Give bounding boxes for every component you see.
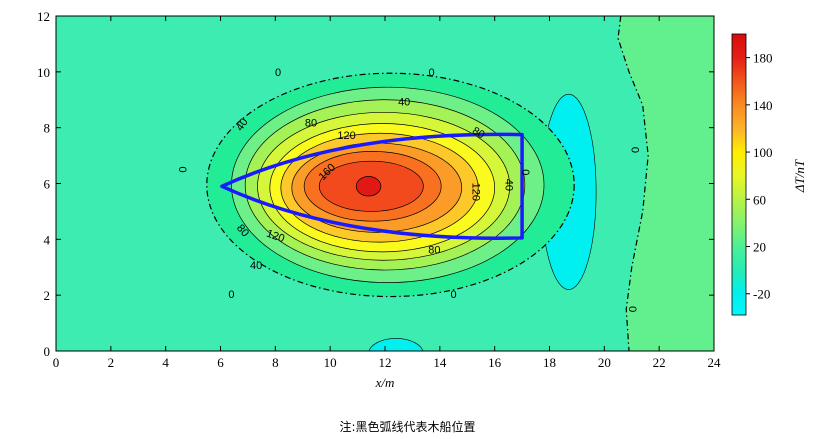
contour-label: 0 bbox=[275, 67, 281, 79]
contour-label: 0 bbox=[519, 169, 531, 175]
figure-note: 注:黑色弧线代表木船位置 bbox=[339, 420, 476, 434]
colorbar-gradient bbox=[731, 33, 747, 316]
contour-label: 120 bbox=[470, 183, 482, 201]
boat-outline bbox=[220, 132, 524, 240]
x-tick-label: 18 bbox=[543, 355, 556, 370]
colorbar-tick-label: 60 bbox=[753, 192, 766, 207]
contour-label: 0 bbox=[629, 147, 641, 153]
zero-contour-right bbox=[617, 16, 649, 351]
y-tick-label: 8 bbox=[44, 121, 51, 136]
contour-label: 40 bbox=[250, 260, 262, 272]
colorbar: -20 20 60 100 140 180 bbox=[731, 33, 773, 316]
colorbar-tick-label: -20 bbox=[753, 287, 770, 302]
y-tick-label: 2 bbox=[44, 288, 51, 303]
colorbar-tick-label: 100 bbox=[753, 145, 773, 160]
colorbar-label: ΔT/nT bbox=[792, 159, 807, 193]
contour-label: 80 bbox=[305, 117, 317, 129]
colorbar-tick-label: 20 bbox=[753, 240, 766, 255]
contour-label: 40 bbox=[398, 96, 410, 108]
x-tick-label: 22 bbox=[653, 355, 666, 370]
colorbar-tick-label: 140 bbox=[753, 98, 773, 113]
y-tick-label: 10 bbox=[37, 65, 50, 80]
x-axis-title: x/m bbox=[375, 375, 395, 390]
contour-label: 120 bbox=[337, 130, 355, 142]
y-tick-label: 4 bbox=[44, 232, 51, 247]
x-tick-label: 24 bbox=[708, 355, 722, 370]
x-tick-label: 12 bbox=[379, 355, 392, 370]
contour-label: 0 bbox=[450, 289, 456, 301]
x-tick-label: 20 bbox=[598, 355, 611, 370]
y-tick-label: 6 bbox=[44, 177, 51, 192]
y-axis: 0 2 4 6 8 10 12 bbox=[37, 9, 714, 359]
contour-label: 120 bbox=[265, 228, 286, 246]
contour-label: 0 bbox=[176, 166, 188, 172]
x-axis: 0 2 4 6 8 10 12 14 16 18 20 22 24 bbox=[53, 16, 721, 370]
x-tick-label: 14 bbox=[433, 355, 447, 370]
contour-label: 40 bbox=[234, 116, 251, 133]
y-tick-label: 0 bbox=[44, 344, 51, 359]
x-tick-label: 0 bbox=[53, 355, 60, 370]
contour-label: 0 bbox=[429, 67, 435, 79]
contour-label: 0 bbox=[626, 306, 638, 312]
colorbar-tick-label: 180 bbox=[753, 51, 773, 66]
x-tick-label: 10 bbox=[324, 355, 337, 370]
contour-label: 0 bbox=[228, 289, 234, 301]
x-tick-label: 8 bbox=[272, 355, 279, 370]
x-tick-label: 6 bbox=[217, 355, 224, 370]
contour-label: 40 bbox=[502, 179, 514, 191]
right-field bbox=[618, 16, 714, 351]
contour-label: 80 bbox=[470, 125, 487, 142]
x-tick-label: 2 bbox=[108, 355, 115, 370]
y-tick-label: 12 bbox=[37, 9, 50, 24]
negative-anomaly-region bbox=[368, 338, 424, 351]
x-tick-label: 4 bbox=[162, 355, 169, 370]
x-tick-label: 16 bbox=[488, 355, 502, 370]
contour-label: 80 bbox=[428, 244, 440, 256]
contour-region-180 bbox=[355, 176, 382, 197]
